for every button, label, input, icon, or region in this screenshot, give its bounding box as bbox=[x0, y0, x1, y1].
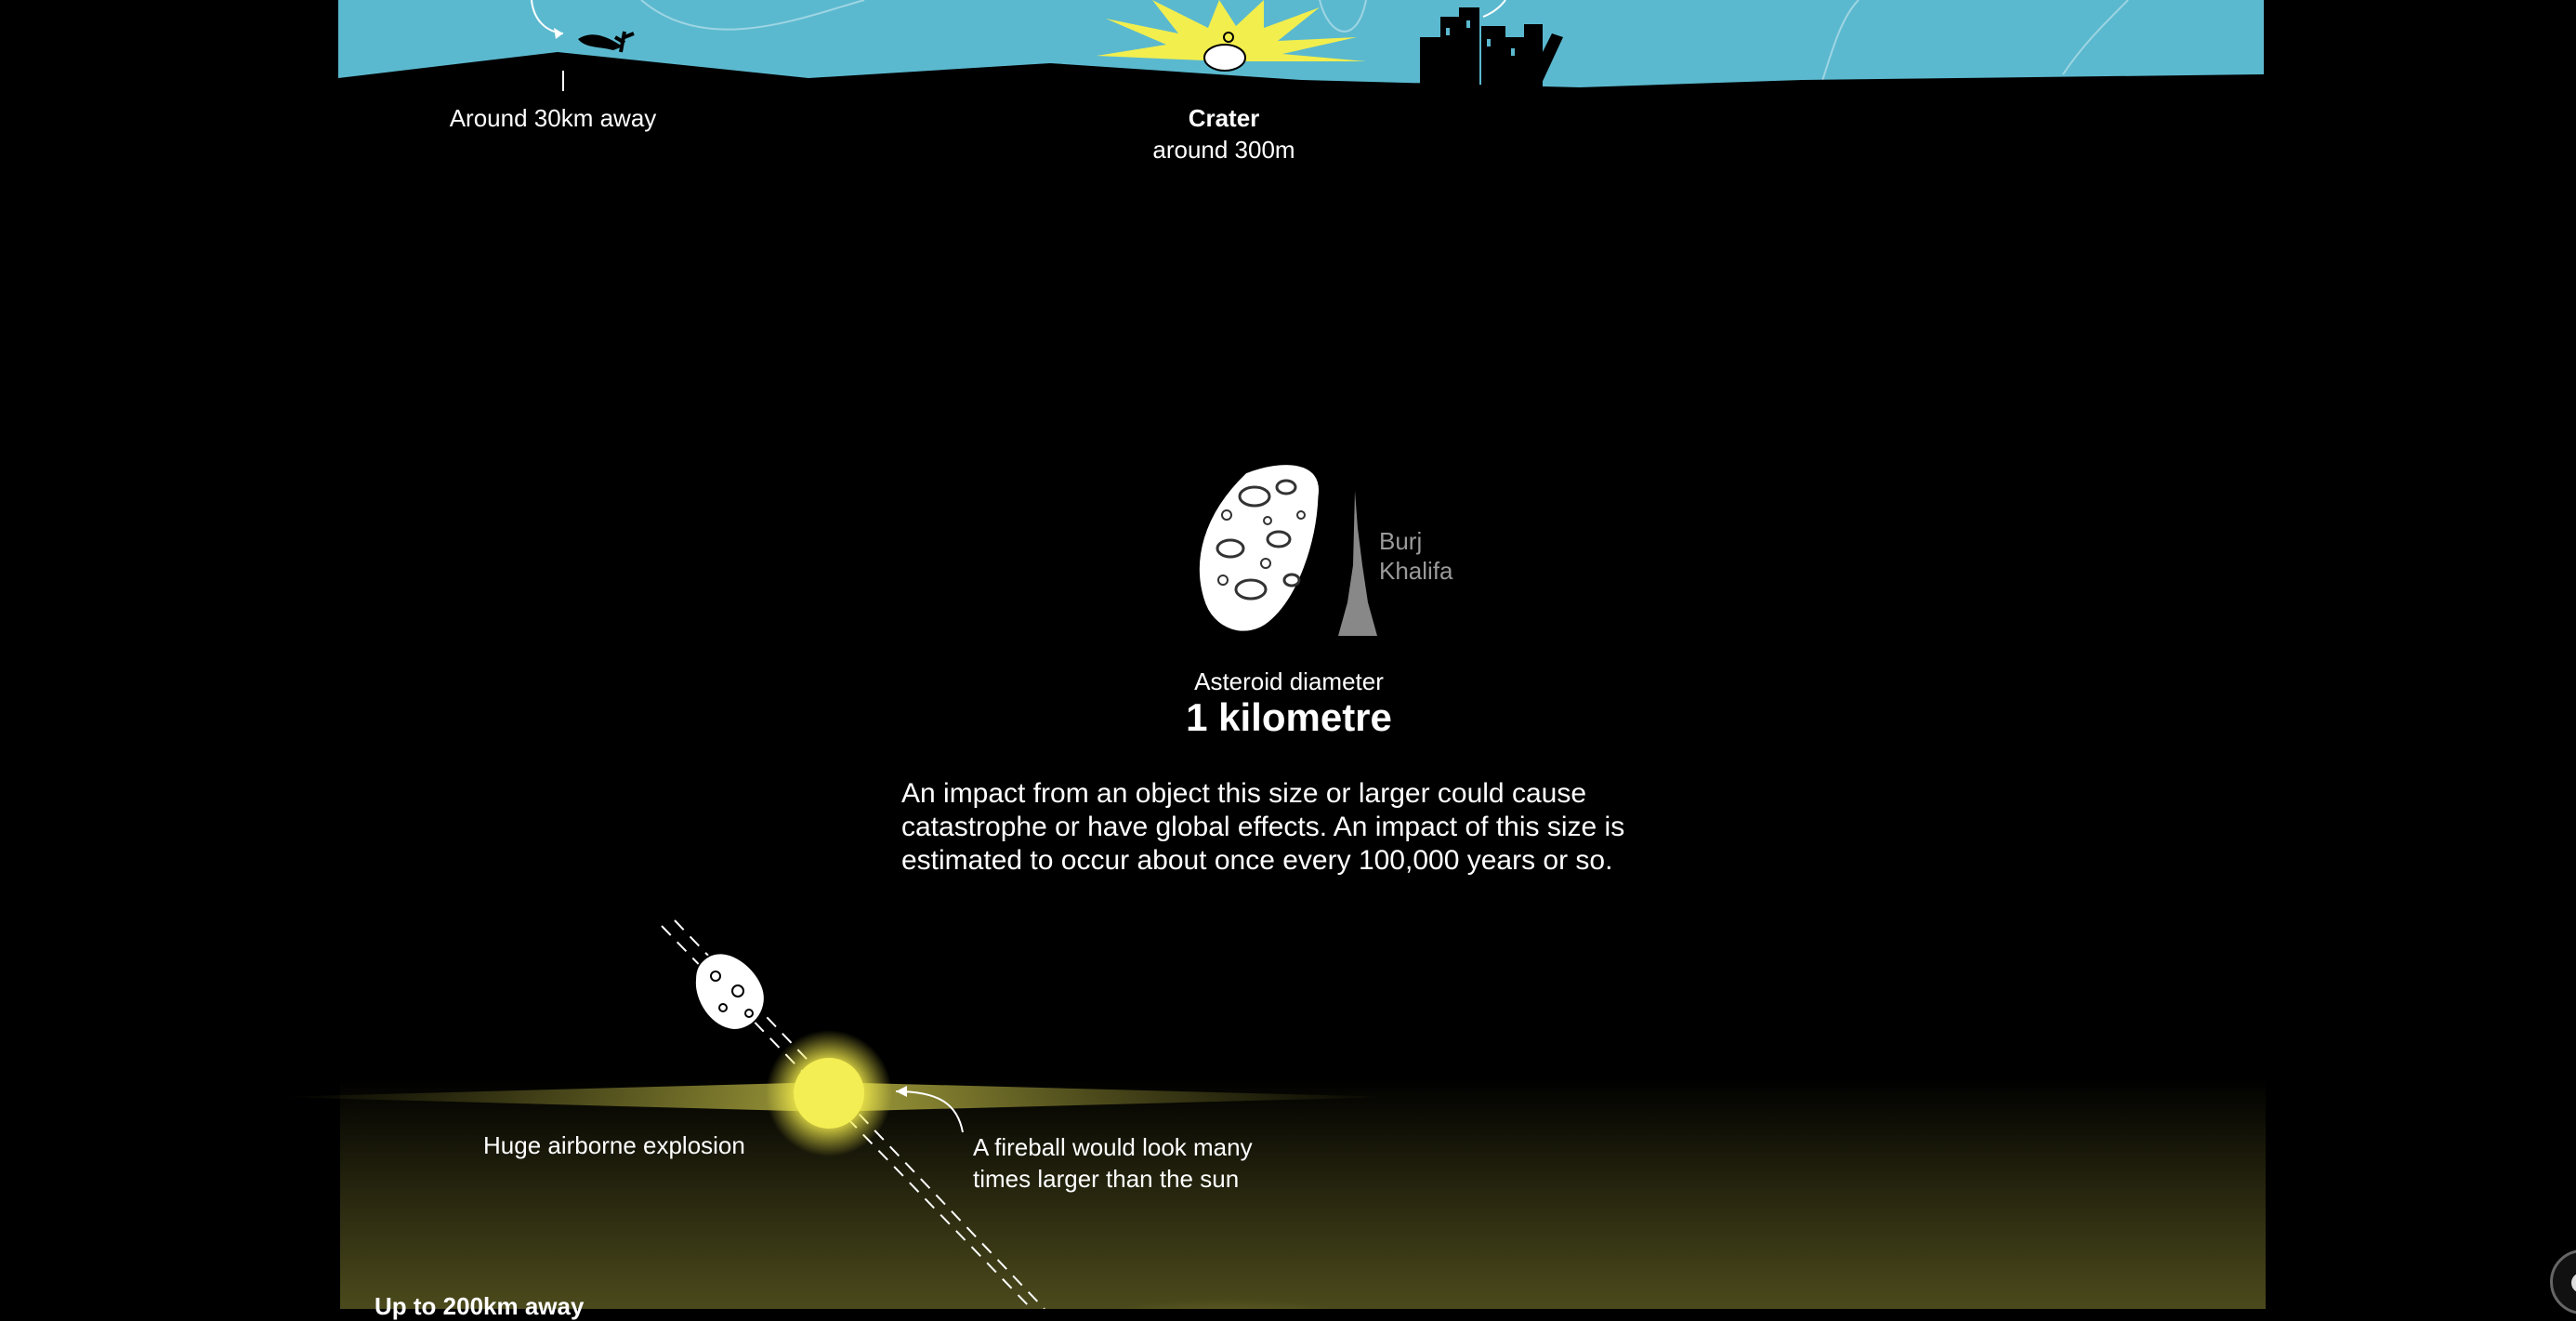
button-dot-icon bbox=[2571, 1273, 2576, 1293]
ground-glow bbox=[1059, 1253, 1394, 1309]
burj-label-line1: Burj bbox=[1379, 527, 1423, 555]
distance-200km-label: Up to 200km away bbox=[375, 1292, 585, 1320]
asteroid-icon bbox=[693, 952, 766, 1032]
asteroid-diameter-label: Asteroid diameter bbox=[1194, 667, 1384, 695]
floating-action-button[interactable] bbox=[2550, 1249, 2576, 1314]
wind-swirl bbox=[1319, 0, 1367, 33]
burj-label-line2: Khalifa bbox=[1379, 557, 1453, 585]
asteroid-diameter-value: 1 kilometre bbox=[1186, 695, 1392, 739]
crater-title: Crater bbox=[1188, 104, 1260, 132]
burj-khalifa-label: Burj Khalifa bbox=[1379, 526, 1453, 586]
crater-flash-icon bbox=[1097, 0, 1366, 72]
burj-khalifa-icon bbox=[1338, 491, 1377, 636]
fireball-label-line1: A fireball would look many bbox=[973, 1133, 1253, 1161]
fireball-core bbox=[794, 1058, 864, 1129]
top-impact-scene bbox=[338, 0, 2264, 186]
ground-silhouette bbox=[338, 52, 2264, 186]
fireball-label-line2: times larger than the sun bbox=[973, 1165, 1240, 1193]
bird-icon bbox=[578, 31, 635, 53]
crater-size-label: around 300m bbox=[1152, 136, 1295, 164]
wind-swirl bbox=[640, 0, 865, 31]
airburst-scene bbox=[279, 919, 1394, 1309]
fireball-label: A fireball would look many times larger … bbox=[973, 1131, 1253, 1195]
wind-swirl bbox=[1820, 0, 1860, 85]
arrow-icon bbox=[1482, 0, 1506, 18]
distance-30km-label: Around 30km away bbox=[449, 104, 657, 132]
city-icon bbox=[1420, 7, 1563, 89]
wind-swirl bbox=[2062, 0, 2129, 75]
impact-description: An impact from an object this size or la… bbox=[901, 778, 1625, 876]
asteroid-icon bbox=[1196, 462, 1321, 634]
airburst-label: Huge airborne explosion bbox=[483, 1131, 745, 1159]
arrow-icon bbox=[895, 1090, 964, 1133]
